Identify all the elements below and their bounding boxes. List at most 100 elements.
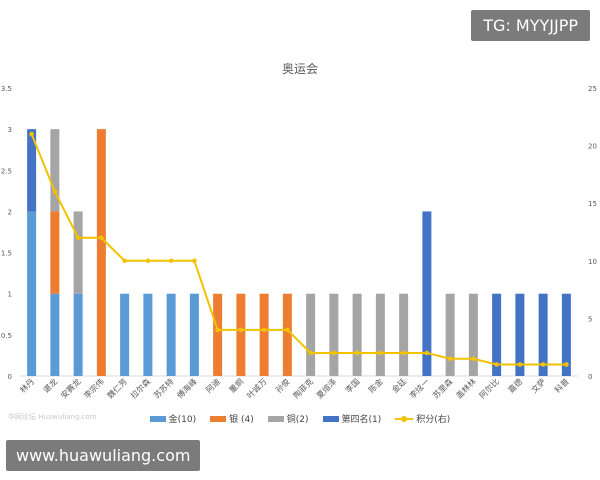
bar-segment-0: [120, 293, 130, 376]
bar-segment-2: [445, 293, 455, 376]
bar-segment-0: [143, 293, 153, 376]
legend-swatch-gold: [149, 415, 166, 422]
score-point: [331, 350, 337, 356]
x-tick-label: 谌龙: [41, 376, 59, 394]
bar-segment-1: [259, 293, 269, 376]
watermark: 华网论坛 Huawuliang.com: [8, 413, 97, 421]
x-tick-label: 拉尔森: [128, 376, 152, 400]
score-point: [29, 131, 34, 137]
bar-segment-2: [73, 211, 83, 294]
bar-segment-3: [538, 293, 548, 376]
legend-swatch-score: [395, 414, 414, 424]
score-point: [494, 362, 499, 367]
score-point: [471, 356, 476, 362]
bar-group: [27, 129, 571, 376]
score-point: [424, 350, 430, 356]
score-point: [168, 258, 174, 264]
y-left-tick-label: 3: [8, 126, 12, 134]
legend: 金(10) 银 (4) 铜(2) 第四名(1) 积分(右): [0, 412, 600, 425]
bar-segment-3: [27, 129, 37, 212]
legend-item-score: 积分(右): [395, 412, 450, 425]
x-tick-label: 金廷: [390, 376, 408, 394]
score-point: [308, 350, 313, 356]
bar-segment-2: [375, 293, 385, 376]
bar-segment-0: [27, 211, 37, 376]
x-tick-label: 阿尔比: [477, 376, 501, 400]
score-point: [192, 258, 197, 264]
x-tick-label: 嘉德: [506, 376, 524, 394]
y-right-tick-label: 10: [588, 258, 597, 266]
bar-segment-2: [329, 293, 339, 376]
site-banner: www.huawuliang.com: [6, 440, 201, 471]
bar-segment-2: [50, 129, 60, 212]
bar-segment-0: [73, 293, 83, 376]
x-tick-label: 阿迪: [204, 376, 222, 394]
y-left-tick-label: 1: [8, 291, 12, 299]
x-tick-label: 董炯: [227, 376, 245, 394]
score-point: [75, 235, 81, 241]
legend-label-gold: 金(10): [168, 415, 197, 425]
x-tick-label: 林丹: [18, 376, 36, 394]
x-tick-label: 孙俊: [273, 376, 291, 394]
x-tick-label: 李国: [343, 376, 361, 394]
legend-item-gold: 金(10): [149, 412, 197, 425]
score-point: [378, 350, 383, 356]
y-left-tick-label: 2: [8, 208, 12, 216]
score-line: [30, 133, 567, 366]
legend-swatch-fourth: [322, 415, 339, 422]
x-axis-labels: 林丹 谌龙 安赛龙 李宗伟 魏仁芳 拉尔森 苏苏特 傅海峰 阿迪 董炯 叶诚万 孙俊 陶菲克 夏煊泽 李国陈…: [18, 376, 571, 400]
x-tick-label: 李炫一: [407, 376, 431, 400]
bar-segment-2: [352, 293, 362, 376]
y-right-tick-label: 5: [588, 315, 592, 323]
y-right-tick-label: 20: [588, 143, 597, 151]
tg-badge: TG: MYYJJPP: [471, 10, 590, 41]
score-point: [52, 189, 58, 194]
score-point: [238, 327, 244, 333]
legend-item-fourth: 第四名(1): [322, 412, 382, 425]
y-left-tick-label: 0.5: [1, 332, 12, 340]
legend-label-silver: 银 (4): [229, 415, 254, 425]
bar-segment-3: [515, 293, 525, 376]
score-point: [99, 235, 104, 241]
x-tick-label: 夏煊泽: [314, 376, 338, 400]
score-point: [517, 362, 523, 367]
score-point: [401, 350, 406, 356]
score-line-group: [29, 131, 569, 367]
legend-label-score: 积分(右): [416, 415, 451, 425]
bar-segment-0: [166, 293, 176, 376]
bar-segment-1: [282, 293, 292, 376]
legend-item-silver: 银 (4): [210, 412, 254, 425]
x-tick-label: 傅海峰: [175, 376, 199, 400]
x-tick-label: 苏里森: [430, 376, 454, 400]
x-tick-label: 盖林林: [454, 376, 478, 400]
legend-item-bronze: 铜(2): [267, 412, 309, 425]
x-tick-label: 陈金: [366, 376, 384, 394]
y-right-tick-label: 15: [588, 200, 597, 208]
bar-segment-3: [492, 293, 502, 376]
bar-segment-0: [189, 293, 199, 376]
chart-title: 奥运会: [282, 62, 318, 76]
bar-segment-2: [468, 293, 478, 376]
legend-swatch-silver: [210, 415, 227, 422]
score-point: [285, 327, 290, 333]
bar-segment-2: [399, 293, 409, 376]
x-tick-label: 魏仁芳: [105, 376, 129, 400]
score-point: [122, 258, 127, 264]
score-point: [540, 362, 546, 367]
legend-label-fourth: 第四名(1): [341, 415, 382, 425]
y-left-tick-label: 3.5: [1, 85, 12, 93]
legend-swatch-bronze: [267, 415, 284, 422]
bar-segment-1: [50, 211, 60, 294]
bar-segment-2: [306, 293, 316, 376]
score-point: [447, 356, 453, 362]
x-tick-label: 安赛龙: [58, 376, 82, 400]
bar-segment-3: [422, 211, 432, 376]
y-left-tick-label: 2.5: [1, 167, 12, 175]
bar-segment-1: [96, 129, 106, 376]
y-right-tick-label: 25: [588, 85, 597, 93]
x-tick-label: 叶诚万: [244, 376, 268, 400]
chart-axes: 0 0.5 1 1.5 2 2.5 3 3.5 0 5 10 15 20 25: [1, 85, 597, 381]
score-point: [215, 327, 220, 333]
score-point: [564, 362, 569, 367]
